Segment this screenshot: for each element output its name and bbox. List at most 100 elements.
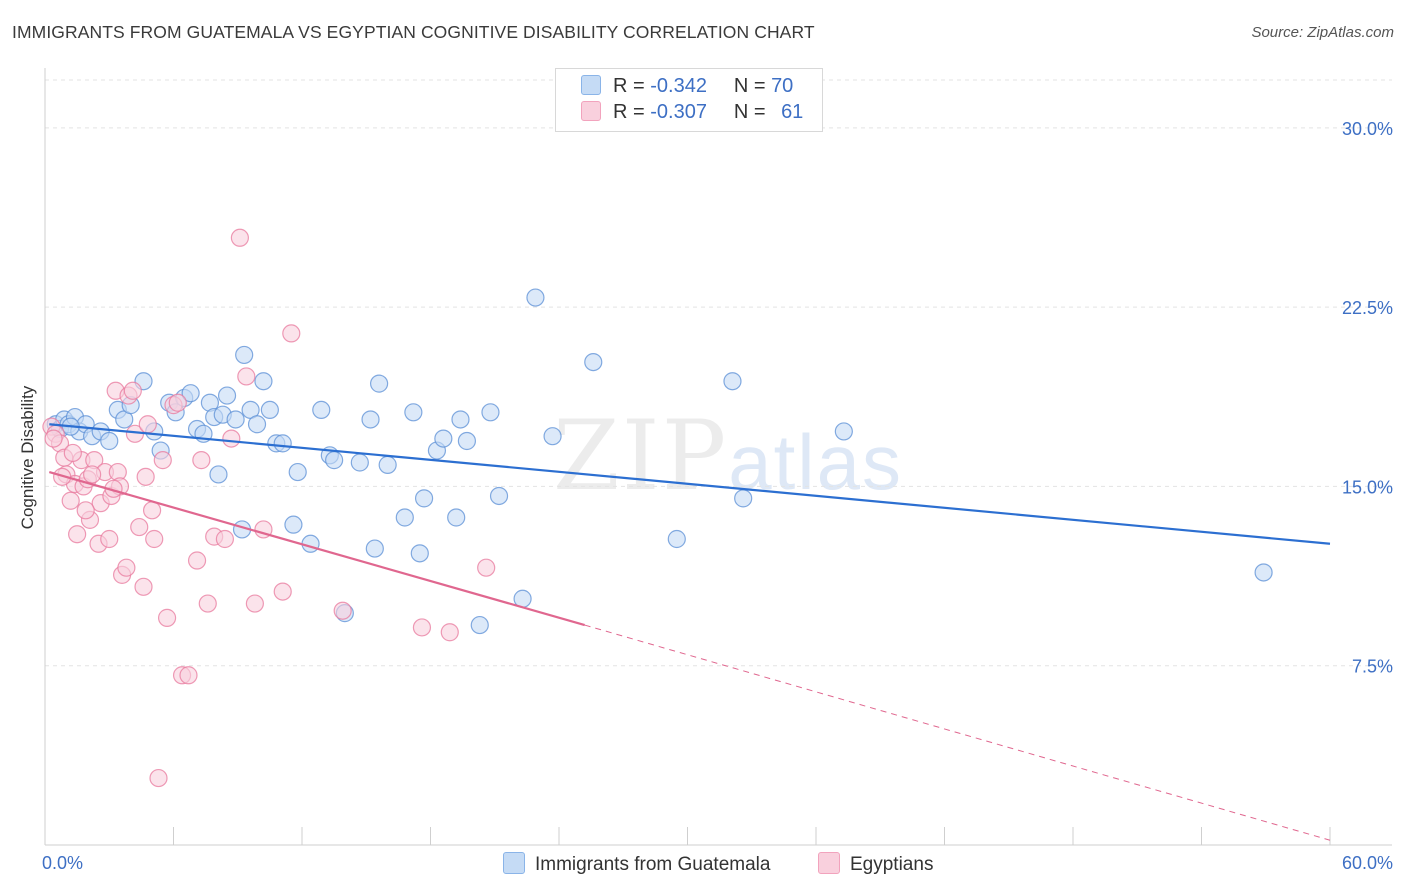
egyptians-point (63, 443, 82, 463)
guatemala-point (526, 288, 545, 307)
y-tick-label: 7.5% (1352, 657, 1393, 677)
egyptians-point (44, 429, 63, 448)
egyptians-point (149, 768, 168, 788)
egyptians-point (68, 525, 87, 544)
egyptians-point (136, 467, 155, 486)
guatemala-point (489, 486, 509, 506)
legend-n-value: 61 (781, 101, 804, 123)
watermark-zip: ZIP (553, 400, 729, 512)
guatemala-point (723, 372, 742, 391)
zipatlas-watermark: ZIPatlas (553, 400, 903, 512)
egyptians-point (134, 577, 153, 596)
egyptians-point (333, 601, 352, 620)
egyptians-point (273, 582, 292, 601)
egyptians-point (61, 491, 80, 510)
y-axis-label: Cognitive Disability (18, 385, 37, 529)
guatemala-point (447, 508, 466, 527)
bottom-legend-label-guatemala: Immigrants from Guatemala (535, 854, 771, 875)
guatemala-point (181, 384, 200, 403)
y-tick-label: 15.0% (1342, 477, 1393, 497)
guatemala-point (217, 386, 237, 405)
guatemala-point (414, 489, 434, 508)
correlation-legend: R = -0.342 N = 70 R = -0.307 N = 61 (555, 68, 823, 132)
y-tick-label: 30.0% (1342, 119, 1393, 139)
bottom-legend-swatch-guatemala (503, 852, 525, 874)
egyptians-trend-extension (584, 624, 1331, 841)
guatemala-point (288, 462, 307, 482)
egyptians-point (145, 529, 164, 549)
egyptians-point (157, 608, 177, 627)
legend-r-value: -0.342 (650, 75, 707, 97)
guatemala-point (734, 489, 753, 508)
egyptians-point (123, 381, 142, 400)
guatemala-point (350, 453, 369, 472)
guatemala-point (481, 403, 500, 422)
guatemala-point (209, 465, 228, 484)
egyptians-point (130, 517, 149, 537)
guatemala-point (1254, 563, 1273, 582)
legend-r-label: R = (613, 75, 645, 97)
axes (44, 68, 1392, 846)
guatemala-point (254, 372, 273, 391)
egyptians-point (142, 501, 162, 520)
guatemala-point (404, 403, 423, 422)
egyptians-point (76, 501, 95, 520)
axis-labels: 7.5% 15.0% 22.5% 30.0% 0.0% 60.0% Cognitive Di… (18, 119, 1393, 873)
guatemala-trend-line (49, 423, 1331, 545)
egyptians-trend-line (48, 471, 586, 627)
guatemala-point (834, 422, 853, 441)
guatemala-point (226, 410, 245, 429)
egyptians-point (100, 529, 119, 549)
guatemala-point (395, 508, 414, 527)
scatter-points (42, 228, 1273, 788)
egyptians-point (198, 594, 217, 613)
chart-title: IMMIGRANTS FROM GUATEMALA VS EGYPTIAN CO… (12, 22, 815, 42)
legend-r-label: R = (613, 101, 645, 123)
legend-swatch-guatemala (581, 75, 601, 95)
guatemala-point (470, 615, 489, 635)
legend-r-value: -0.307 (650, 101, 707, 123)
egyptians-point (477, 558, 496, 577)
guatemala-point (247, 415, 267, 434)
egyptians-point (440, 623, 459, 642)
guatemala-point (584, 352, 603, 372)
guatemala-point (361, 410, 380, 429)
guatemala-point (100, 431, 119, 451)
legend-row-guatemala: R = -0.342 N = 70 (581, 75, 793, 101)
bottom-legend-label-egyptians: Egyptians (850, 854, 934, 875)
legend-n-value: 70 (771, 75, 794, 97)
legend-row-egyptians: R = -0.307 N = 61 (581, 101, 803, 127)
egyptians-point (222, 429, 241, 448)
guatemala-point (434, 429, 453, 448)
bottom-legend-guatemala[interactable]: Immigrants from Guatemala (503, 852, 770, 876)
egyptians-point (230, 228, 249, 247)
y-tick-label: 22.5% (1342, 298, 1393, 318)
bottom-legend-swatch-egyptians (818, 852, 840, 874)
x-tick-label-min: 0.0% (42, 853, 83, 873)
legend-swatch-egyptians (581, 101, 601, 121)
guatemala-point (451, 410, 470, 429)
egyptians-point (282, 324, 301, 343)
guatemala-point (543, 427, 562, 446)
bottom-legend-egyptians[interactable]: Egyptians (818, 852, 933, 876)
egyptians-point (237, 367, 256, 386)
guatemala-point (457, 431, 477, 451)
legend-n-label: N = (733, 75, 766, 97)
legend-n-label: N = (733, 101, 766, 123)
egyptians-point (179, 666, 198, 685)
guatemala-point (410, 544, 429, 563)
guatemala-point (667, 529, 686, 549)
egyptians-point (117, 558, 136, 577)
x-tick-label-max: 60.0% (1342, 853, 1393, 873)
guatemala-point (370, 374, 389, 393)
guatemala-point (260, 400, 279, 420)
guatemala-point (235, 345, 254, 365)
trend-lines (48, 423, 1331, 841)
egyptians-point (215, 529, 234, 549)
egyptians-point (187, 551, 207, 570)
source-credit[interactable]: Source: ZipAtlas.com (1251, 24, 1394, 41)
egyptians-point (138, 415, 157, 434)
egyptians-point (83, 465, 102, 484)
egyptians-point (168, 393, 187, 412)
